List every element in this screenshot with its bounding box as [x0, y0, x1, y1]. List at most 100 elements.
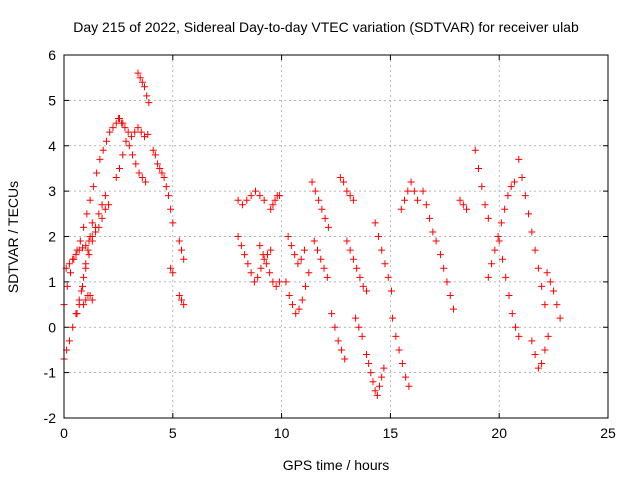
data-point [88, 219, 96, 227]
data-point [267, 246, 275, 254]
data-point [323, 273, 331, 281]
data-point [497, 219, 505, 227]
data-point [136, 74, 144, 82]
data-point [102, 137, 110, 145]
data-point [507, 183, 515, 191]
data-point [510, 178, 518, 186]
data-point [484, 214, 492, 222]
data-point [432, 237, 440, 245]
data-point [358, 332, 366, 340]
data-point [471, 146, 479, 154]
data-point [295, 305, 303, 313]
data-point [501, 205, 509, 213]
data-point [314, 246, 322, 254]
data-point [135, 169, 143, 177]
data-point [463, 205, 471, 213]
data-point [134, 124, 142, 132]
data-point [407, 178, 415, 186]
data-point [105, 201, 113, 209]
series-pass-b22 [495, 237, 523, 340]
grid [64, 55, 608, 418]
data-point [508, 310, 516, 318]
data-point [234, 233, 242, 240]
data-point [395, 346, 403, 354]
data-point [317, 255, 325, 263]
data-point [151, 151, 159, 159]
series-pass-a1 [60, 115, 127, 309]
series-pass-b1 [234, 187, 268, 209]
x-tick-label: 10 [274, 425, 290, 441]
x-axis-title: GPS time / hours [283, 457, 390, 473]
data-point [538, 360, 546, 368]
data-point [297, 255, 305, 263]
data-point [371, 219, 379, 227]
data-point [498, 255, 506, 263]
data-point [96, 155, 104, 163]
data-point [541, 346, 549, 354]
data-point [401, 196, 409, 204]
data-point [389, 314, 397, 322]
data-point [398, 360, 406, 368]
data-point [359, 282, 367, 290]
data-point [512, 323, 520, 331]
data-point [336, 174, 344, 182]
data-point [247, 269, 255, 277]
data-point [484, 273, 492, 281]
data-point [440, 264, 448, 272]
data-point [300, 246, 308, 254]
data-point [494, 233, 502, 240]
data-point [355, 323, 363, 331]
data-point [553, 301, 561, 309]
data-point [419, 187, 427, 195]
data-point [77, 287, 85, 295]
data-point [134, 69, 142, 77]
data-point [459, 201, 467, 209]
y-tick-label: 4 [48, 138, 56, 154]
data-point [162, 183, 170, 191]
data-point [84, 246, 92, 254]
data-point [334, 337, 342, 345]
data-point [292, 310, 300, 318]
series-pass-b8 [310, 237, 331, 281]
data-point [69, 323, 77, 331]
data-point [308, 178, 316, 186]
data-point [86, 291, 94, 299]
data-point [138, 78, 146, 86]
data-point [86, 196, 94, 204]
data-point [456, 196, 464, 204]
series-pass-b24 [528, 332, 552, 372]
data-point [518, 174, 526, 182]
data-point [143, 92, 151, 100]
data-point [124, 128, 132, 136]
data-point [282, 278, 290, 286]
data-point [145, 99, 153, 107]
data-point [491, 246, 499, 254]
data-point [98, 201, 106, 209]
data-point [405, 382, 413, 390]
data-point [515, 332, 523, 340]
data-point [137, 128, 145, 136]
data-point [82, 296, 90, 304]
data-point [95, 210, 103, 218]
data-point [550, 287, 558, 295]
data-point [318, 205, 326, 213]
data-point [262, 260, 270, 268]
data-point [256, 192, 264, 200]
data-point [443, 278, 451, 286]
data-point [275, 278, 283, 286]
data-point [251, 187, 259, 195]
data-point [129, 151, 137, 159]
y-tick-label: 1 [48, 274, 56, 290]
data-point [378, 246, 386, 254]
data-point [63, 282, 71, 290]
data-point [257, 264, 265, 272]
data-point [259, 251, 267, 259]
data-point [380, 364, 388, 372]
data-point [65, 260, 73, 268]
plot-frame [63, 54, 609, 419]
series-pass-b3 [256, 242, 283, 290]
data-point [502, 273, 510, 281]
data-point [156, 164, 164, 172]
series-pass-b6 [284, 233, 308, 268]
